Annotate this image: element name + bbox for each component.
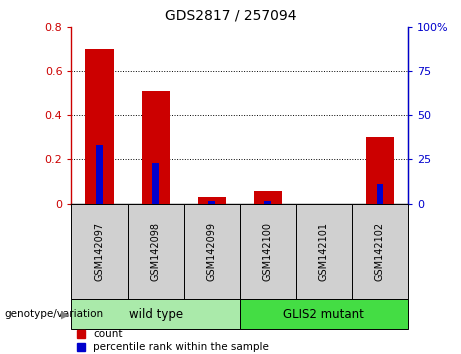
Legend: count, percentile rank within the sample: count, percentile rank within the sample (77, 329, 269, 352)
Bar (152, 163, 159, 204)
Text: ▶: ▶ (61, 309, 69, 319)
Text: genotype/variation: genotype/variation (5, 309, 104, 319)
Text: GSM142102: GSM142102 (375, 222, 385, 281)
Bar (366, 137, 394, 204)
Text: GSM142097: GSM142097 (95, 222, 105, 281)
Text: GSM142099: GSM142099 (207, 222, 217, 281)
Text: wild type: wild type (129, 308, 183, 321)
Bar (96, 145, 103, 204)
Text: GDS2817 / 257094: GDS2817 / 257094 (165, 9, 296, 23)
Bar (377, 184, 383, 204)
Text: GSM142098: GSM142098 (151, 222, 160, 281)
Bar (198, 197, 226, 204)
Text: GSM142101: GSM142101 (319, 222, 329, 281)
Bar (254, 192, 282, 204)
Bar (85, 49, 113, 204)
Bar (142, 91, 170, 204)
Bar (265, 201, 271, 204)
Bar (208, 201, 215, 204)
Text: GSM142100: GSM142100 (263, 222, 273, 281)
Text: GLIS2 mutant: GLIS2 mutant (284, 308, 364, 321)
